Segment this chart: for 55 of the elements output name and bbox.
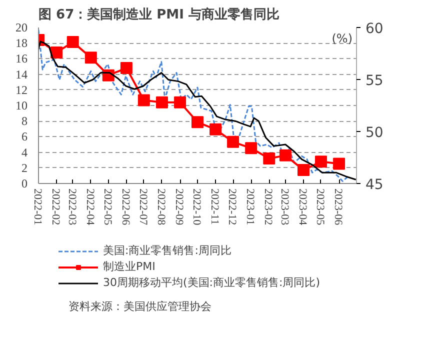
point bbox=[227, 136, 240, 148]
y-tick-label: 6 bbox=[22, 130, 28, 144]
x-tick-label: 2023-01 bbox=[244, 188, 256, 226]
y-tick-label: 4 bbox=[22, 145, 28, 160]
point bbox=[192, 116, 204, 128]
chart-title: 图 67：美国制造业 PMI 与商业零售同比 bbox=[38, 6, 280, 22]
point bbox=[50, 46, 63, 58]
y-tick-label: 18 bbox=[16, 36, 28, 50]
x-tick-label: 2022-06 bbox=[119, 188, 132, 226]
y2-tick-label: 60 bbox=[366, 21, 384, 37]
x-tick-label: 2022-08 bbox=[154, 188, 167, 226]
x-tick-label: 2022-07 bbox=[136, 188, 149, 226]
legend-label: 30周期移动平均(美国:商业零售销售:周同比) bbox=[103, 275, 320, 290]
x-tick-label: 2023-02 bbox=[262, 188, 274, 226]
y2-axis-title: (%) bbox=[332, 32, 352, 46]
point bbox=[174, 96, 186, 108]
y-tick-label: 14 bbox=[16, 67, 28, 82]
y-tick-label: 20 bbox=[16, 20, 28, 34]
point bbox=[279, 149, 292, 162]
point bbox=[66, 36, 79, 48]
x-tick-label: 2023-04 bbox=[296, 188, 308, 226]
y2-tick-label: 55 bbox=[366, 73, 384, 89]
x-tick-label: 2022-05 bbox=[101, 188, 114, 226]
y-tick-label: 16 bbox=[16, 52, 28, 66]
x-tick-label: 2022-01 bbox=[32, 188, 44, 226]
legend-label: 制造业PMI bbox=[103, 259, 156, 274]
y-tick-label: 0 bbox=[22, 176, 28, 190]
x-tick-label: 2022-09 bbox=[173, 188, 186, 226]
point bbox=[138, 94, 150, 106]
x-tick-label: 2022-04 bbox=[84, 188, 96, 226]
y-tick-label: 10 bbox=[16, 98, 28, 112]
y-tick-label: 8 bbox=[22, 114, 28, 128]
point bbox=[210, 123, 222, 136]
x-tick-label: 2023-03 bbox=[278, 188, 290, 226]
y2-tick-label: 45 bbox=[366, 177, 384, 193]
point bbox=[314, 156, 327, 168]
y-tick-label: 12 bbox=[16, 82, 28, 97]
x-tick-label: 2023-06 bbox=[332, 188, 344, 226]
point bbox=[120, 62, 132, 74]
x-tick-label: 2022-11 bbox=[208, 188, 221, 225]
x-tick-label: 2022-12 bbox=[226, 188, 238, 226]
point bbox=[156, 96, 168, 108]
y-tick-label: 2 bbox=[22, 160, 28, 175]
point bbox=[333, 158, 346, 170]
point bbox=[263, 152, 276, 165]
x-tick-label: 2022-03 bbox=[66, 188, 78, 226]
x-tick-label: 2023-05 bbox=[314, 188, 326, 226]
point bbox=[298, 164, 310, 176]
text: 资料来源：美国供应管理协会 bbox=[68, 300, 212, 313]
legend-label: 美国:商业零售销售:周同比 bbox=[103, 243, 232, 258]
x-tick-label: 2022-10 bbox=[190, 188, 202, 226]
point bbox=[84, 52, 97, 64]
y2-tick-label: 50 bbox=[366, 125, 384, 141]
point bbox=[245, 142, 258, 154]
x-tick-label: 2022-02 bbox=[50, 188, 62, 226]
